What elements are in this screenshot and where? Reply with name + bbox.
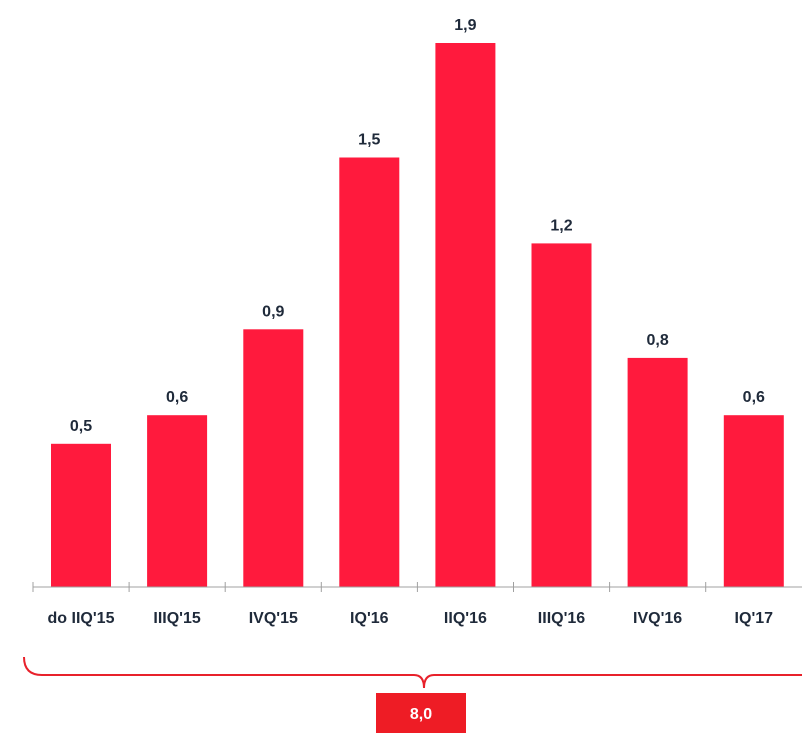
- total-box: [376, 693, 466, 733]
- tick-label-5: IIIQ'16: [538, 610, 585, 627]
- bar-6: [627, 357, 688, 587]
- bar-5: [531, 243, 592, 587]
- value-label-6: 0,8: [646, 332, 668, 349]
- bar-3: [339, 157, 400, 587]
- tick-label-4: IIQ'16: [444, 610, 487, 627]
- value-label-2: 0,9: [262, 303, 284, 320]
- value-label-7: 0,6: [743, 389, 765, 406]
- tick-labels-group: do IIQ'15 IIIQ'15 IVQ'15 IQ'16 IIQ'16 IIIQ'16…: [48, 610, 774, 627]
- bar-2: [243, 329, 304, 587]
- tick-label-3: IQ'16: [350, 610, 389, 627]
- tick-label-1: IIIQ'15: [153, 610, 200, 627]
- tick-label-0: do IIQ'15: [48, 610, 115, 627]
- total-label: 8,0: [410, 706, 432, 723]
- value-label-0: 0,5: [70, 418, 92, 435]
- bar-4: [435, 43, 496, 587]
- bar-0: [51, 443, 111, 587]
- value-label-1: 0,6: [166, 389, 188, 406]
- bars-group: [51, 43, 784, 587]
- value-label-4: 1,9: [454, 17, 476, 34]
- tick-label-6: IVQ'16: [633, 610, 682, 627]
- tick-label-7: IQ'17: [735, 610, 774, 627]
- value-label-3: 1,5: [358, 132, 380, 149]
- tick-label-2: IVQ'15: [249, 610, 298, 627]
- bar-1: [147, 415, 208, 587]
- x-axis: [32, 582, 802, 592]
- value-labels-group: 0,5 0,6 0,9 1,5 1,9 1,2 0,8 0,6: [70, 17, 765, 435]
- bar-7: [723, 415, 784, 587]
- total-brace: [23, 656, 802, 689]
- value-label-5: 1,2: [550, 217, 572, 234]
